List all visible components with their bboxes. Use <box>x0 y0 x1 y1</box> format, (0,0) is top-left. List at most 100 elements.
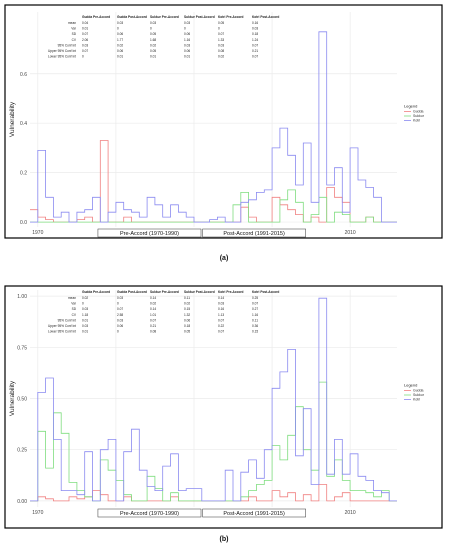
post-accord-box <box>202 228 306 238</box>
series-line-kotri <box>30 297 397 502</box>
table-cell: 0.01 <box>82 330 88 334</box>
table-cell: 0.03 <box>82 43 88 47</box>
table-cell: 0.16 <box>218 307 224 311</box>
table-header-cell: Kotri Post-Accord <box>252 290 279 294</box>
table-row-label: Var <box>71 27 77 31</box>
table-cell: 0.03 <box>252 27 258 31</box>
legend-label-kotri: Kotri <box>413 119 420 123</box>
table-cell: 0.11 <box>252 318 258 322</box>
table-cell: 1.68 <box>150 38 156 42</box>
stats-table: Gudda Pre-Accord Gudda Post-Accord Sukkur … <box>48 15 279 59</box>
y-tick-label: 0.00 <box>17 499 27 505</box>
table-cell: 0.03 <box>218 302 224 306</box>
table-cell: 0.03 <box>150 21 156 25</box>
table-cell: 0.07 <box>218 330 224 334</box>
table-cell: 0.06 <box>184 49 190 53</box>
table-row-label: CV <box>72 313 77 317</box>
table-cell: 0 <box>117 302 119 306</box>
table-cell: 0.07 <box>150 318 156 322</box>
series-line-sukkur <box>30 189 397 223</box>
table-cell: 1.33 <box>218 38 224 42</box>
table-cell: 0 <box>218 27 220 31</box>
table-cell: 0.16 <box>252 21 258 25</box>
table-cell: 0.03 <box>117 21 123 25</box>
legend-label-kotri: Kotri <box>413 398 420 402</box>
table-header-cell: Kotri Pre-Accord <box>218 15 244 19</box>
y-tick-label: 0.75 <box>17 345 27 351</box>
table-cell: 2.06 <box>82 38 88 42</box>
table-row-label: CV <box>72 38 77 42</box>
y-tick-label: 1.00 <box>17 294 27 300</box>
legend-label-sukkur: Sukkur <box>413 114 425 118</box>
y-tick-label: 0.2 <box>20 171 27 177</box>
table-cell: 0.02 <box>218 55 224 59</box>
table-row-label: Upper 95% Conf Int <box>48 324 76 328</box>
table-cell: 0.02 <box>117 43 123 47</box>
table-cell: 0.01 <box>150 55 156 59</box>
table-cell: 0.14 <box>218 296 224 300</box>
table-cell: 0.02 <box>82 296 88 300</box>
table-cell: 1.32 <box>184 313 190 317</box>
table-cell: 0.06 <box>184 318 190 322</box>
table-header-cell: Kotri Pre-Accord <box>218 290 244 294</box>
table-cell: 0.22 <box>218 324 224 328</box>
table-cell: 0.05 <box>150 49 156 53</box>
pre-accord-box <box>97 228 202 238</box>
legend-label-sukkur: Sukkur <box>413 393 425 397</box>
legend-label-gudda: Gudda <box>413 110 424 114</box>
table-cell: 0.06 <box>184 32 190 36</box>
table-cell: 1.77 <box>117 38 123 42</box>
table-row-label: mean <box>68 296 76 300</box>
table-cell: 0.07 <box>252 302 258 306</box>
table-cell: 0.18 <box>184 324 190 328</box>
table-cell: 0.01 <box>82 318 88 322</box>
table-cell: 0.06 <box>117 324 123 328</box>
table-cell: 0.36 <box>252 324 258 328</box>
table-cell: 0.05 <box>150 32 156 36</box>
plot-area <box>30 12 397 227</box>
chart-panel-1: 0.00.20.40.619701980199020002010Vulnerab… <box>4 4 443 262</box>
table-cell: 0.05 <box>184 330 190 334</box>
table-header-cell: Sukkur Post-Accord <box>184 15 215 19</box>
table-cell: 0.07 <box>82 49 88 53</box>
table-cell: 0.27 <box>252 307 258 311</box>
stats-table: Gudda Pre-Accord Gudda Post-Accord Sukkur … <box>48 290 279 334</box>
y-tick-label: 0.0 <box>20 220 27 226</box>
table-cell: 0.03 <box>184 21 190 25</box>
table-cell: 0.01 <box>184 55 190 59</box>
y-tick-label: 0.6 <box>20 72 27 78</box>
table-header-cell: Sukkur Pre-Accord <box>150 15 179 19</box>
table-cell: 0.06 <box>117 49 123 53</box>
table-cell: 0 <box>82 302 84 306</box>
table-header-cell: Kotri Post-Accord <box>252 15 279 19</box>
table-cell: 0.02 <box>184 302 190 306</box>
y-tick-label: 0.50 <box>17 397 27 403</box>
pre-accord-box <box>97 508 202 518</box>
chart-panel-2: 0.000.250.500.751.0019701980199020002010… <box>4 285 443 543</box>
y-tick-label: 0.4 <box>20 121 27 127</box>
post-accord-label: Post-Accord (1991-2015) <box>223 231 285 237</box>
y-axis-label: Vulnerability <box>9 380 16 416</box>
y-axis-label: Vulnerability <box>9 101 16 137</box>
table-cell: 0.03 <box>184 43 190 47</box>
table-cell: 0.01 <box>117 55 123 59</box>
pre-accord-label: Pre-Accord (1970-1990) <box>120 511 179 517</box>
panel-caption: (a) <box>220 255 229 262</box>
table-cell: 0.15 <box>252 330 258 334</box>
table-cell: 0.06 <box>117 32 123 36</box>
table-cell: 0.07 <box>252 55 258 59</box>
table-cell: 1.01 <box>150 313 156 317</box>
legend-title: Legend <box>404 383 417 388</box>
table-cell: 0.03 <box>117 318 123 322</box>
table-cell: 1.16 <box>184 38 190 42</box>
table-cell: 0.04 <box>82 21 88 25</box>
table-cell: 0.03 <box>117 296 123 300</box>
x-tick-label: 1970 <box>32 510 43 516</box>
table-cell: 0.05 <box>218 21 224 25</box>
table-cell: 0.18 <box>252 32 258 36</box>
table-cell: 0.07 <box>218 318 224 322</box>
table-cell: 0.08 <box>218 49 224 53</box>
post-accord-label: Post-Accord (1991-2015) <box>223 511 285 517</box>
